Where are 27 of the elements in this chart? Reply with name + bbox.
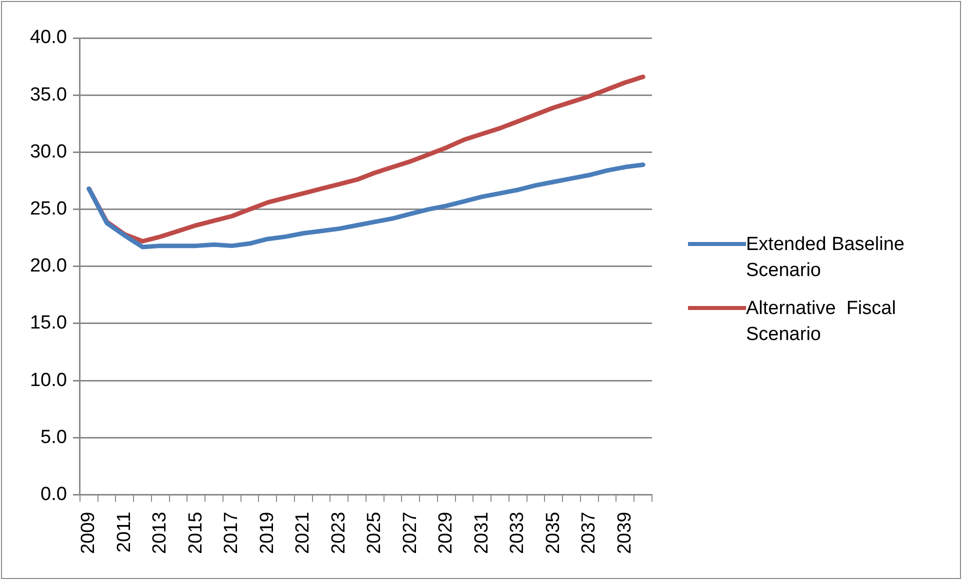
y-tick-label: 40.0 — [30, 27, 67, 48]
x-tick-label: 2033 — [507, 512, 528, 554]
y-tick-label: 20.0 — [30, 256, 67, 277]
x-tick-label: 2027 — [400, 512, 421, 554]
y-tick-label: 30.0 — [30, 141, 67, 162]
x-tick-label: 2013 — [150, 512, 171, 554]
x-tick-label: 2015 — [185, 512, 206, 554]
x-tick-label: 2039 — [614, 512, 636, 554]
y-tick-label: 25.0 — [30, 198, 67, 220]
y-tick-label: 10.0 — [30, 370, 67, 391]
x-tick-label: 2009 — [78, 512, 100, 554]
legend-label: Extended Baseline Scenario — [746, 233, 906, 283]
y-tick-label: 35.0 — [30, 84, 67, 106]
x-tick-label: 2021 — [292, 512, 314, 554]
y-tick-label: 15.0 — [30, 312, 67, 334]
x-tick-label: 2011 — [114, 512, 135, 553]
x-tick-label: 2029 — [436, 512, 457, 554]
x-tick-label: 2035 — [542, 512, 564, 554]
x-tick-label: 2017 — [221, 512, 242, 554]
x-tick-label: 2031 — [471, 512, 492, 554]
x-tick-label: 2019 — [256, 512, 278, 554]
x-tick-label: 2023 — [328, 512, 350, 554]
y-tick-label: 5.0 — [40, 426, 67, 448]
legend-label: Alternative Fiscal Scenario — [746, 297, 897, 347]
x-tick-label: 2025 — [364, 512, 386, 554]
x-tick-label: 2037 — [578, 512, 600, 554]
y-tick-label: 0.0 — [40, 484, 67, 505]
